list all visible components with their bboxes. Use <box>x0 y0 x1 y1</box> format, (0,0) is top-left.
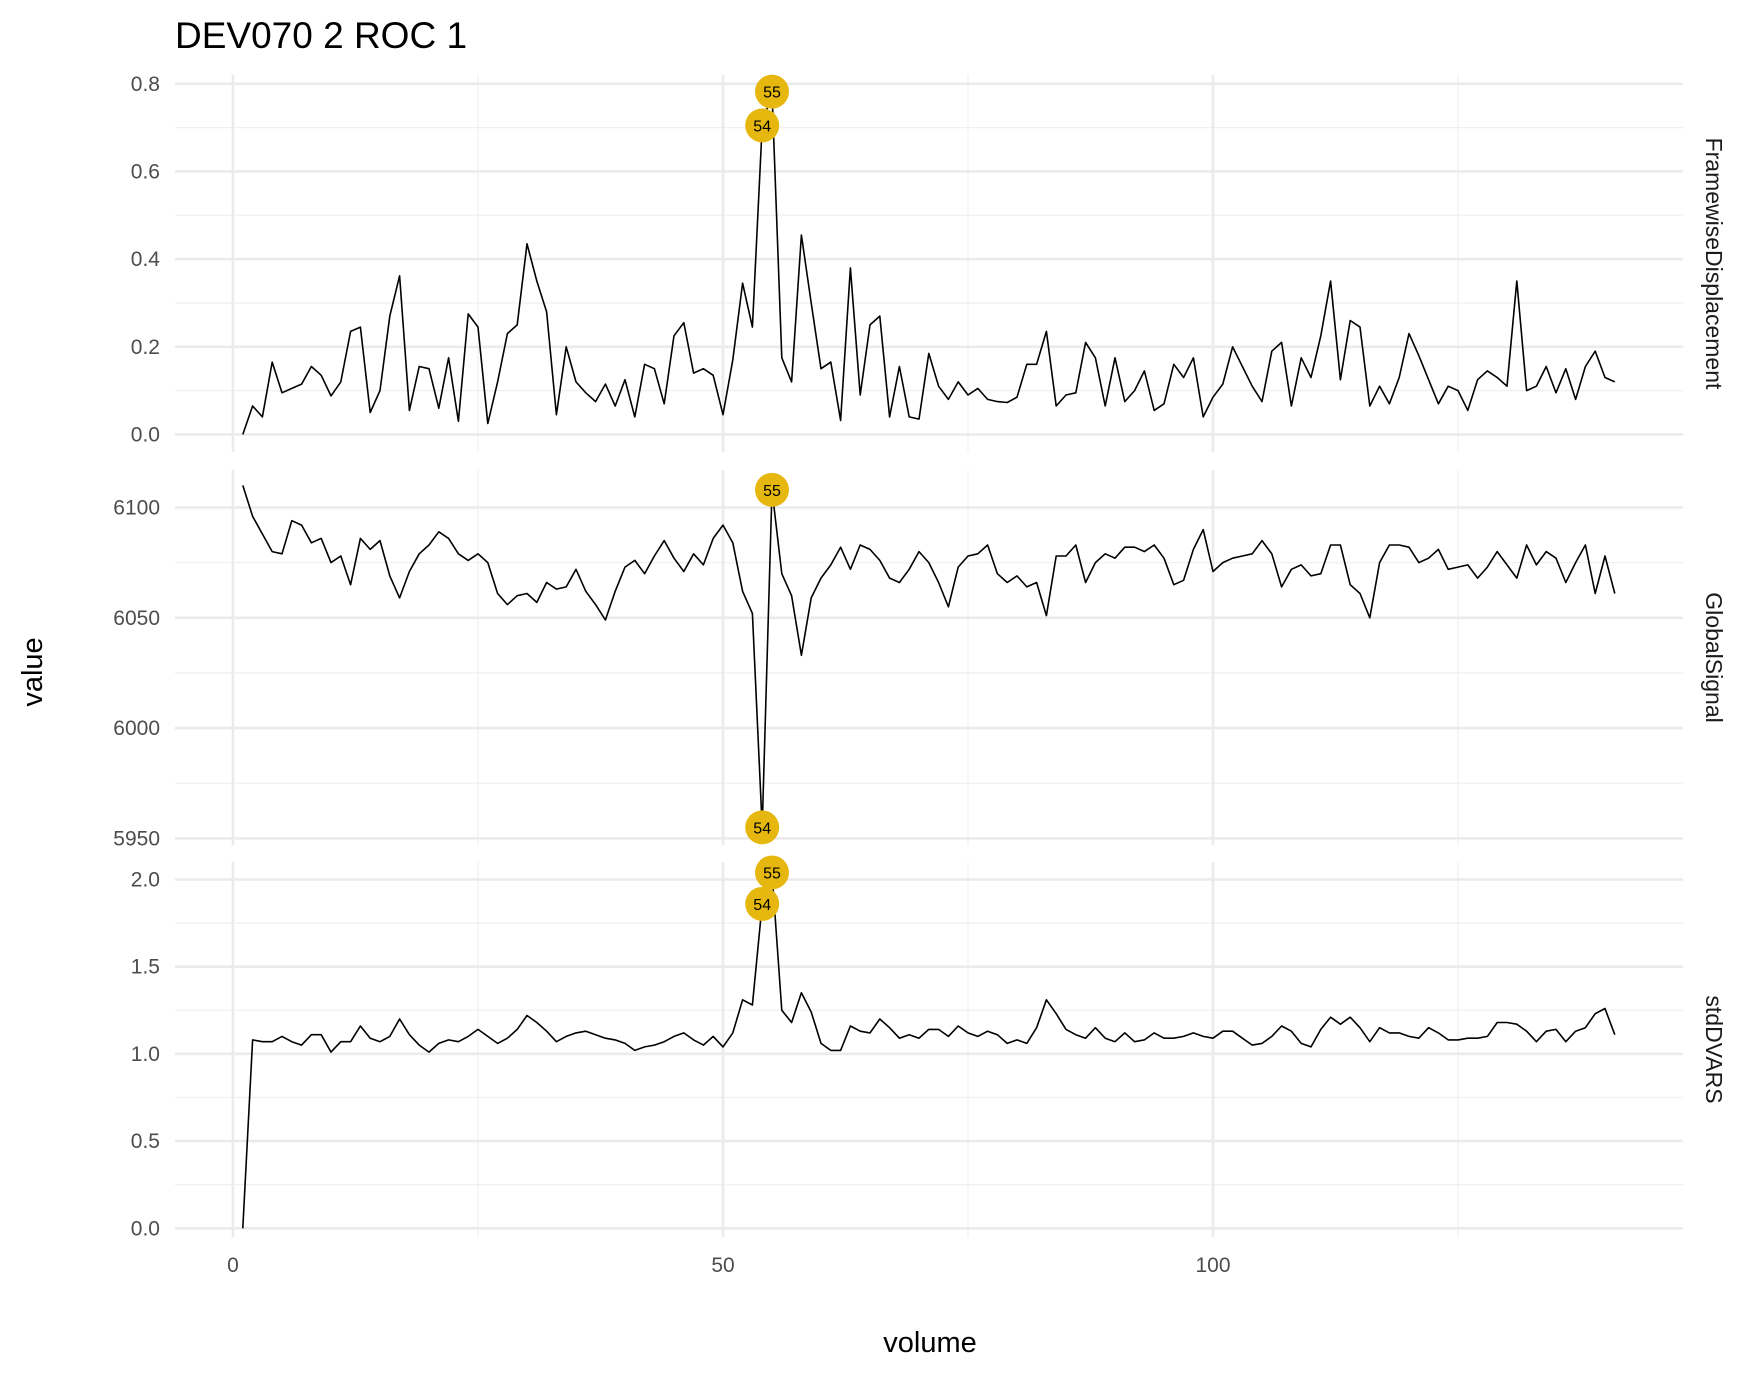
panel-FramewiseDisplacement: 0.0 0.2 0.4 0.6 0.8 54 55 FramewiseDisplacement <box>131 73 1727 452</box>
y-tick-label: 5950 <box>113 827 160 850</box>
x-axis-title: volume <box>883 1327 977 1359</box>
highlight-label: 54 <box>753 897 771 914</box>
x-tick-label: 0 <box>227 1254 239 1277</box>
y-tick-label: 2.0 <box>131 868 160 891</box>
highlight-marker <box>755 472 789 507</box>
y-tick-label: 0.2 <box>131 336 160 359</box>
highlight-marker <box>755 855 789 890</box>
x-axis: 0 50 100 <box>227 1254 1230 1277</box>
facet-strip-label: FramewiseDisplacement <box>1701 138 1727 390</box>
y-tick-label: 6100 <box>113 497 160 520</box>
highlight-label: 55 <box>763 85 781 102</box>
y-tick-label: 0.6 <box>131 160 160 183</box>
y-tick-label: 0.8 <box>131 73 160 96</box>
series-line-GlobalSignal <box>242 485 1616 829</box>
highlight-label: 55 <box>763 483 781 500</box>
facet-strip-label: GlobalSignal <box>1701 592 1727 722</box>
series-line-stdDVARS <box>242 871 1616 1229</box>
highlight-marker <box>745 108 780 143</box>
highlight-label: 54 <box>753 820 771 837</box>
chart-title: DEV070 2 ROC 1 <box>175 15 467 56</box>
y-tick-label: 6000 <box>113 717 160 740</box>
y-tick-label: 0.4 <box>131 248 161 271</box>
y-tick-label: 0.0 <box>131 1217 160 1240</box>
panel-stdDVARS: 0.0 0.5 1.0 1.5 2.0 54 55 stdDVARS <box>131 855 1727 1240</box>
highlight-marker <box>755 74 789 109</box>
highlight-label: 54 <box>753 118 771 135</box>
highlight-label: 55 <box>763 865 781 882</box>
highlight-marker <box>745 810 780 845</box>
series-line-FramewiseDisplacement <box>242 90 1616 435</box>
y-tick-label: 6050 <box>113 607 160 630</box>
highlight-marker <box>745 886 780 921</box>
panels: 0.0 0.2 0.4 0.6 0.8 54 55 FramewiseDisplacement… <box>113 73 1727 1241</box>
x-tick-label: 50 <box>711 1254 734 1277</box>
y-tick-label: 0.0 <box>131 423 160 446</box>
y-tick-label: 0.5 <box>131 1130 160 1153</box>
y-tick-label: 1.0 <box>131 1043 160 1066</box>
y-tick-label: 1.5 <box>131 956 160 979</box>
y-axis-title: value <box>17 637 49 706</box>
x-tick-label: 100 <box>1195 1254 1230 1277</box>
panel-GlobalSignal: 5950 6000 6050 6100 54 55 GlobalSignal <box>113 470 1727 850</box>
facet-strip-label: stdDVARS <box>1701 995 1727 1103</box>
